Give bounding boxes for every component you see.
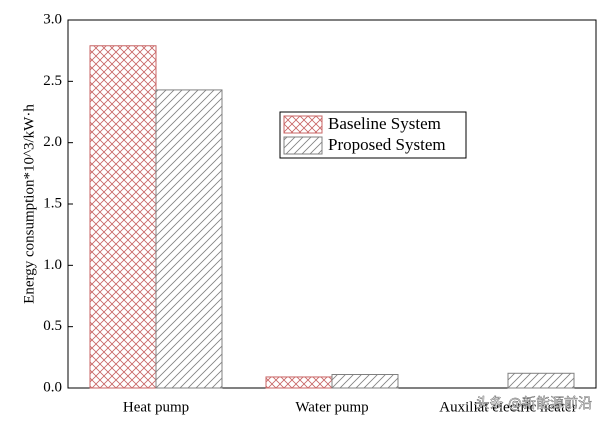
bar xyxy=(265,376,333,389)
y-tick-label: 1.5 xyxy=(43,195,62,211)
y-tick-label: 2.5 xyxy=(43,73,62,89)
legend-swatch xyxy=(283,115,323,134)
legend-label: Baseline System xyxy=(328,114,441,133)
legend-label: Proposed System xyxy=(328,135,446,154)
watermark: 头条 @新能源前沿 xyxy=(476,395,592,412)
bar xyxy=(507,372,575,389)
y-tick-label: 2.0 xyxy=(43,134,62,150)
bar xyxy=(89,45,157,389)
y-tick-label: 3.0 xyxy=(43,11,62,27)
x-tick-label: Water pump xyxy=(295,399,368,415)
y-tick-label: 1.0 xyxy=(43,257,62,273)
bar xyxy=(331,374,399,389)
y-axis-label: Energy consumption*10^3/kW·h xyxy=(21,104,37,304)
legend-swatch xyxy=(283,136,323,155)
y-tick-label: 0.5 xyxy=(43,318,62,334)
y-tick-label: 0.0 xyxy=(43,379,62,395)
bar xyxy=(155,89,223,389)
x-tick-label: Heat pump xyxy=(123,399,189,415)
x-tick-label: Auxiliat electric heater xyxy=(439,399,576,415)
